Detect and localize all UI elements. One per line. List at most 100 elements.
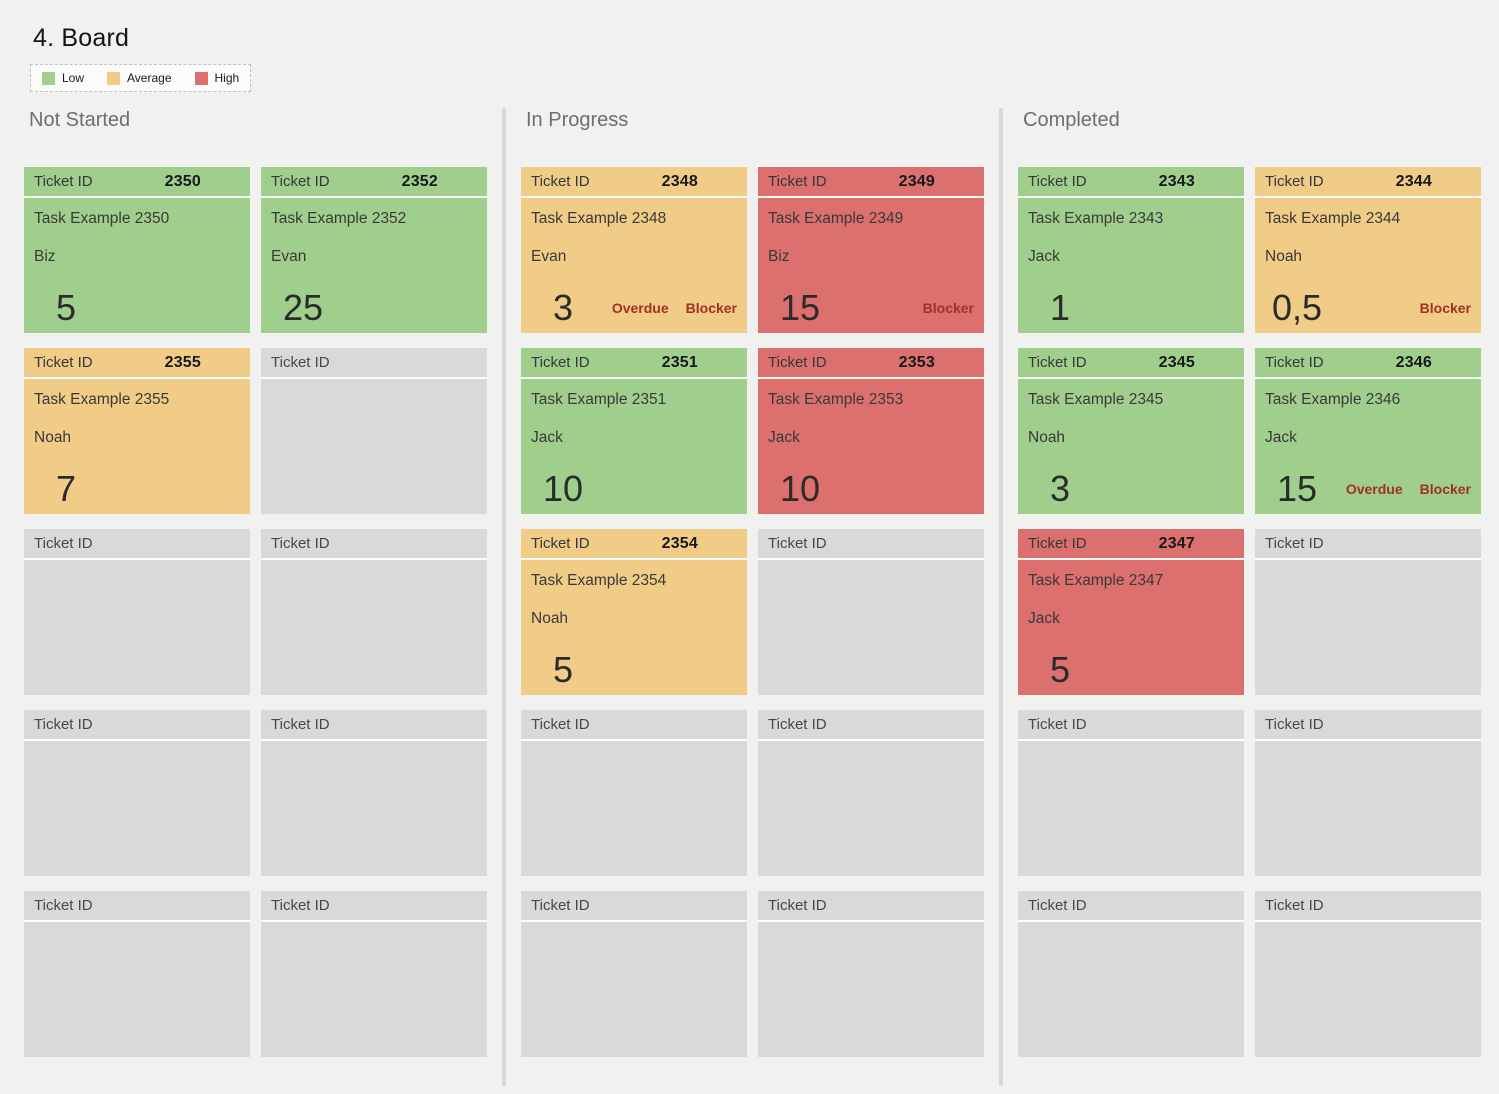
card-body xyxy=(261,379,487,514)
card-header: Ticket ID 2354 xyxy=(521,529,747,560)
badges: Overdue Blocker xyxy=(1346,481,1471,497)
ticket-card-empty[interactable]: Ticket ID xyxy=(261,348,487,514)
ticket-card-empty[interactable]: Ticket ID xyxy=(1018,891,1244,1057)
card-body: Task Example 2349 Biz 15 Blocker xyxy=(758,198,984,333)
ticket-id-label: Ticket ID xyxy=(1028,173,1087,190)
card-header: Ticket ID xyxy=(1255,710,1481,741)
ticket-card[interactable]: Ticket ID 2349 Task Example 2349 Biz 15 Block… xyxy=(758,167,984,333)
legend-label: High xyxy=(214,71,240,85)
ticket-id-value: 2351 xyxy=(661,353,698,371)
card-body xyxy=(758,741,984,876)
ticket-card-empty[interactable]: Ticket ID xyxy=(261,891,487,1057)
card-header: Ticket ID xyxy=(1255,529,1481,560)
ticket-card-empty[interactable]: Ticket ID xyxy=(261,710,487,876)
estimate-row: 1 xyxy=(1018,289,1244,327)
card-header: Ticket ID 2347 xyxy=(1018,529,1244,560)
card-header: Ticket ID xyxy=(758,891,984,922)
ticket-id-value: 2353 xyxy=(898,353,935,371)
ticket-id-label: Ticket ID xyxy=(768,897,827,914)
ticket-id-value: 2348 xyxy=(661,172,698,190)
card-body: Task Example 2345 Noah 3 xyxy=(1018,379,1244,514)
ticket-card[interactable]: Ticket ID 2355 Task Example 2355 Noah 7 xyxy=(24,348,250,514)
ticket-card-empty[interactable]: Ticket ID xyxy=(24,529,250,695)
priority-legend: Low Average High xyxy=(30,64,252,92)
assignee: Jack xyxy=(1028,610,1060,627)
ticket-card-empty[interactable]: Ticket ID xyxy=(521,710,747,876)
card-body: Task Example 2343 Jack 1 xyxy=(1018,198,1244,333)
assignee: Evan xyxy=(271,248,307,265)
ticket-card[interactable]: Ticket ID 2350 Task Example 2350 Biz 5 xyxy=(24,167,250,333)
ticket-card-empty[interactable]: Ticket ID xyxy=(758,891,984,1057)
task-title: Task Example 2344 xyxy=(1265,210,1401,227)
ticket-id-label: Ticket ID xyxy=(768,173,827,190)
badge-blocker: Blocker xyxy=(1419,481,1471,497)
ticket-card-empty[interactable]: Ticket ID xyxy=(24,710,250,876)
estimate-value: 3 xyxy=(552,287,574,328)
ticket-card[interactable]: Ticket ID 2352 Task Example 2352 Evan 25 xyxy=(261,167,487,333)
ticket-id-label: Ticket ID xyxy=(1028,716,1087,733)
estimate-row: 7 xyxy=(24,470,250,508)
card-body: Task Example 2352 Evan 25 xyxy=(261,198,487,333)
ticket-card[interactable]: Ticket ID 2353 Task Example 2353 Jack 10 xyxy=(758,348,984,514)
estimate-row: 5 xyxy=(24,289,250,327)
task-title: Task Example 2355 xyxy=(34,391,170,408)
ticket-card-empty[interactable]: Ticket ID xyxy=(521,891,747,1057)
assignee: Noah xyxy=(1028,429,1066,446)
estimate-row: 5 xyxy=(521,651,747,689)
column-title: In Progress xyxy=(526,109,629,131)
legend-swatch-icon xyxy=(194,71,208,85)
badges: Blocker xyxy=(923,300,974,316)
ticket-id-label: Ticket ID xyxy=(34,897,93,914)
task-title: Task Example 2351 xyxy=(531,391,667,408)
legend-label: Average xyxy=(127,71,172,85)
ticket-card[interactable]: Ticket ID 2344 Task Example 2344 Noah 0,5 Blo… xyxy=(1255,167,1481,333)
ticket-id-label: Ticket ID xyxy=(768,354,827,371)
card-body xyxy=(261,922,487,1057)
page-title: 4. Board xyxy=(33,24,130,52)
ticket-id-label: Ticket ID xyxy=(1028,897,1087,914)
ticket-card-empty[interactable]: Ticket ID xyxy=(1255,891,1481,1057)
ticket-id-label: Ticket ID xyxy=(531,716,590,733)
ticket-card-empty[interactable]: Ticket ID xyxy=(1255,710,1481,876)
card-body xyxy=(1255,741,1481,876)
task-title: Task Example 2352 xyxy=(271,210,407,227)
card-body: Task Example 2353 Jack 10 xyxy=(758,379,984,514)
legend-item-average: Average xyxy=(107,71,172,85)
ticket-card-empty[interactable]: Ticket ID xyxy=(1018,710,1244,876)
ticket-card[interactable]: Ticket ID 2346 Task Example 2346 Jack 15 Over… xyxy=(1255,348,1481,514)
card-header: Ticket ID xyxy=(758,529,984,560)
ticket-card[interactable]: Ticket ID 2348 Task Example 2348 Evan 3 Overd… xyxy=(521,167,747,333)
estimate-row: 0,5 Blocker xyxy=(1255,289,1481,327)
estimate-value: 5 xyxy=(1049,649,1071,690)
ticket-card-empty[interactable]: Ticket ID xyxy=(758,529,984,695)
ticket-card[interactable]: Ticket ID 2343 Task Example 2343 Jack 1 xyxy=(1018,167,1244,333)
estimate-row: 3 Overdue Blocker xyxy=(521,289,747,327)
ticket-card-empty[interactable]: Ticket ID xyxy=(24,891,250,1057)
badges: Overdue Blocker xyxy=(612,300,737,316)
column-in-progress: In Progress Ticket ID 2348 Task Example 234… xyxy=(521,105,984,1057)
estimate-value: 3 xyxy=(1049,468,1071,509)
card-header: Ticket ID 2350 xyxy=(24,167,250,198)
ticket-card[interactable]: Ticket ID 2354 Task Example 2354 Noah 5 xyxy=(521,529,747,695)
estimate-row: 25 xyxy=(261,289,487,327)
card-body: Task Example 2354 Noah 5 xyxy=(521,560,747,695)
card-body xyxy=(1018,922,1244,1057)
ticket-card[interactable]: Ticket ID 2351 Task Example 2351 Jack 10 xyxy=(521,348,747,514)
ticket-card[interactable]: Ticket ID 2347 Task Example 2347 Jack 5 xyxy=(1018,529,1244,695)
card-grid: Ticket ID 2350 Task Example 2350 Biz 5 Ticket… xyxy=(24,167,487,1057)
assignee: Biz xyxy=(34,248,56,265)
ticket-card-empty[interactable]: Ticket ID xyxy=(758,710,984,876)
task-title: Task Example 2343 xyxy=(1028,210,1164,227)
task-title: Task Example 2345 xyxy=(1028,391,1164,408)
ticket-card[interactable]: Ticket ID 2345 Task Example 2345 Noah 3 xyxy=(1018,348,1244,514)
ticket-id-label: Ticket ID xyxy=(271,897,330,914)
ticket-card-empty[interactable]: Ticket ID xyxy=(1255,529,1481,695)
card-body xyxy=(1255,922,1481,1057)
ticket-card-empty[interactable]: Ticket ID xyxy=(261,529,487,695)
card-header: Ticket ID xyxy=(521,891,747,922)
assignee: Noah xyxy=(34,429,72,446)
card-body xyxy=(24,922,250,1057)
ticket-id-label: Ticket ID xyxy=(531,354,590,371)
card-body: Task Example 2348 Evan 3 Overdue Blocker xyxy=(521,198,747,333)
card-header: Ticket ID xyxy=(758,710,984,741)
